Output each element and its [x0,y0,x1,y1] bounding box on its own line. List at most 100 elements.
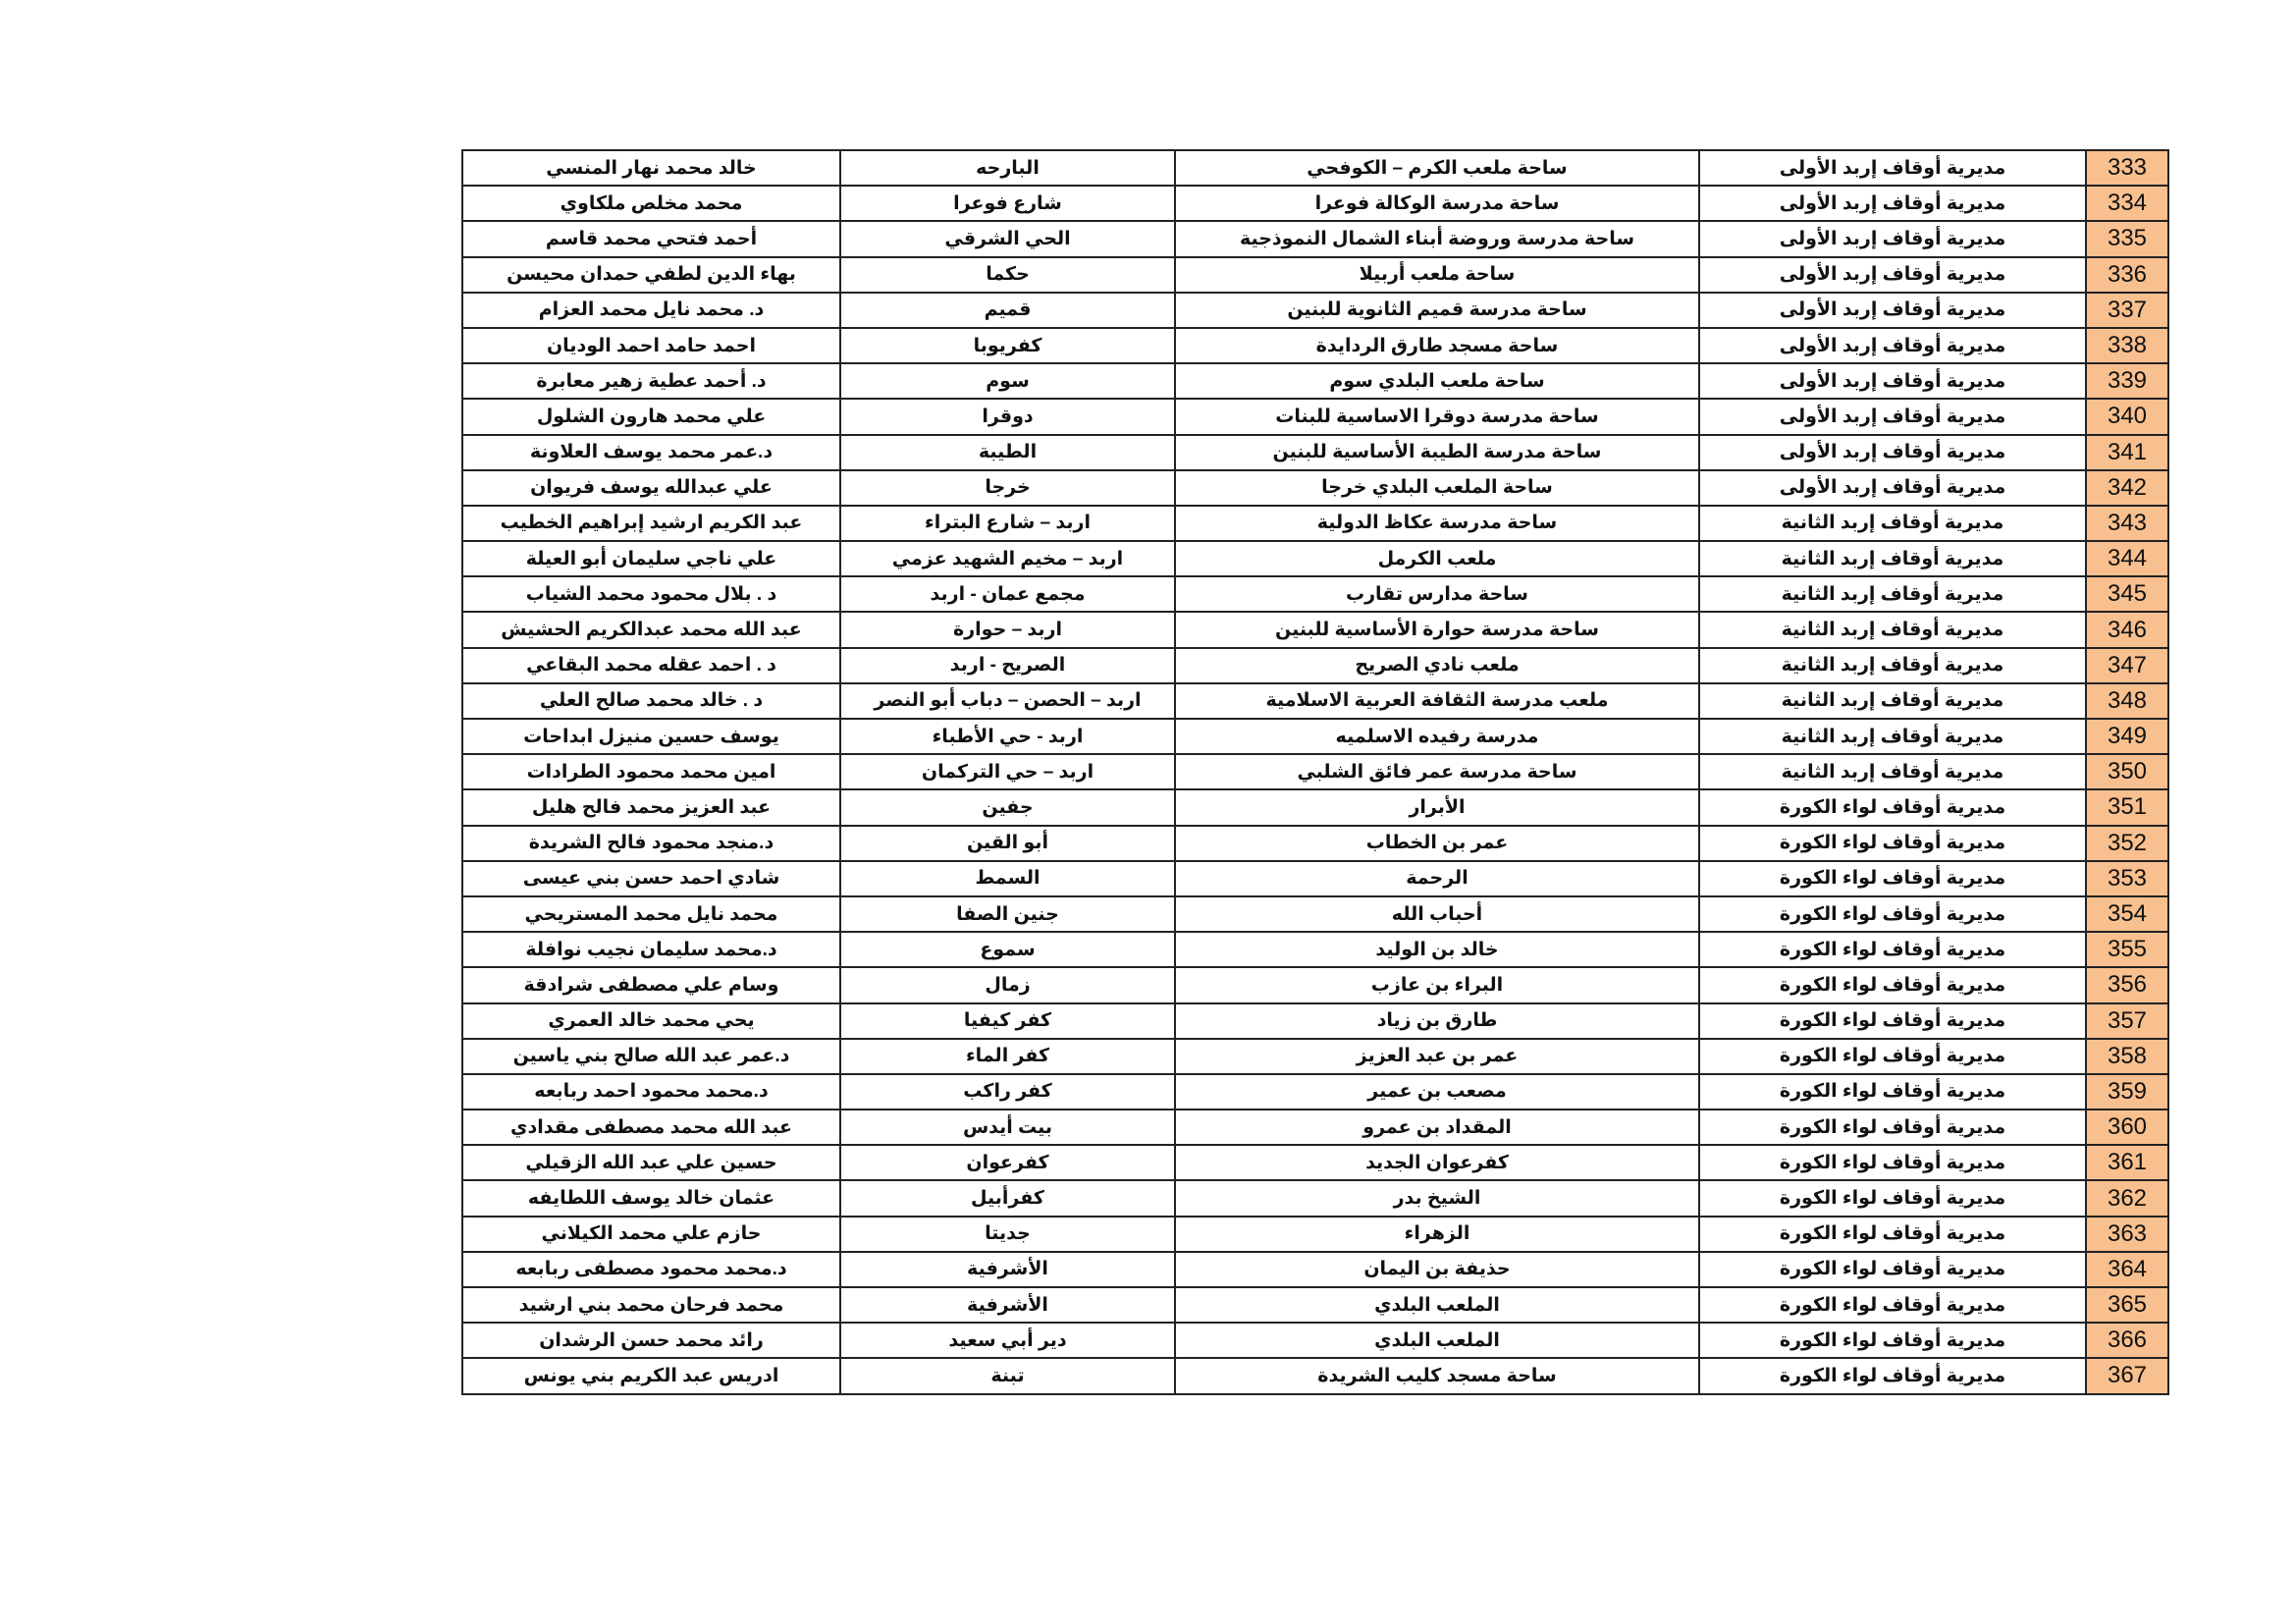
area-cell: اربد – حوارة [839,611,1176,649]
imam-name-cell: محمد فرحان محمد بني ارشيد [461,1285,841,1325]
site-cell: عمر بن عبد العزيز [1174,1037,1700,1075]
table-row: 337 مديرية أوقاف إربد الأولى ساحة مدرسة قم… [461,291,2169,329]
table-row: 359 مديرية أوقاف لواء الكورة مصعب بن عمير ك… [461,1072,2169,1111]
imam-name-cell: أحمد فتحي محمد قاسم [461,220,841,258]
site-cell: ساحة الملعب البلدي خرجا [1174,468,1700,507]
row-number: 345 [2085,575,2169,614]
directorate-cell: مديرية أوقاف لواء الكورة [1698,1001,2087,1040]
row-number: 361 [2085,1144,2169,1182]
imam-name-cell: عبد العزيز محمد فالح هليل [461,788,841,827]
table-row: 343 مديرية أوقاف إربد الثانية ساحة مدرسة ع… [461,504,2169,543]
table-row: 347 مديرية أوقاف إربد الثانية ملعب نادي ال… [461,646,2169,684]
directorate-cell: مديرية أوقاف إربد الثانية [1698,717,2087,756]
table-row: 366 مديرية أوقاف لواء الكورة الملعب البلدي… [461,1322,2169,1360]
site-cell: ساحة مدرسة حوارة الأساسية للبنين [1174,611,1700,649]
imam-name-cell: محمد نايل محمد المستريحي [461,894,841,934]
site-cell: ساحة مدرسة دوقرا الاساسية للبنات [1174,398,1700,436]
area-cell: اربد – مخيم الشهيد عزمي [839,540,1176,578]
directorate-cell: مديرية أوقاف لواء الكورة [1698,1037,2087,1075]
site-cell: الرحمة [1174,859,1700,897]
area-cell: الصريح - اربد [839,646,1176,684]
row-number: 360 [2085,1109,2169,1147]
site-cell: ساحة مسجد طارق الردايدة [1174,326,1700,365]
area-cell: دوقرا [839,398,1176,436]
site-cell: ساحة ملعب الكرم – الكوفحي [1174,148,1700,188]
directorate-cell: مديرية أوقاف لواء الكورة [1698,788,2087,827]
area-cell: قميم [839,291,1176,329]
table-row: 367 مديرية أوقاف لواء الكورة ساحة مسجد كلي… [461,1357,2169,1395]
area-cell: الحي الشرقي [839,220,1176,258]
directorate-cell: مديرية أوقاف إربد الثانية [1698,681,2087,721]
site-cell: الملعب البلدي [1174,1322,1700,1360]
area-cell: شارع فوعرا [839,185,1176,223]
table-row: 351 مديرية أوقاف لواء الكورة الأبرار جفين عب… [461,788,2169,827]
directorate-cell: مديرية أوقاف لواء الكورة [1698,1285,2087,1325]
site-cell: خالد بن الوليد [1174,931,1700,969]
row-number: 350 [2085,753,2169,791]
imam-name-cell: د. محمد نايل محمد العزام [461,291,841,329]
site-cell: ساحة ملعب البلدي سوم [1174,362,1700,401]
site-cell: أحباب الله [1174,894,1700,934]
table-row: 352 مديرية أوقاف لواء الكورة عمر بن الخطاب… [461,824,2169,862]
imam-name-cell: يحي محمد خالد العمري [461,1001,841,1040]
table-row: 354 مديرية أوقاف لواء الكورة أحباب الله جني… [461,894,2169,934]
site-cell: ساحة مدارس تقارب [1174,575,1700,614]
row-number: 363 [2085,1215,2169,1253]
table-row: 349 مديرية أوقاف إربد الثانية مدرسة رفيده … [461,717,2169,756]
directorate-cell: مديرية أوقاف إربد الأولى [1698,185,2087,223]
row-number: 347 [2085,646,2169,684]
imam-name-cell: امين محمد محمود الطرادات [461,753,841,791]
site-cell: ملعب الكرمل [1174,540,1700,578]
site-cell: مصعب بن عمير [1174,1072,1700,1111]
table-row: 364 مديرية أوقاف لواء الكورة حذيفة بن اليم… [461,1250,2169,1289]
site-cell: الزهراء [1174,1215,1700,1253]
site-cell: الشيخ بدر [1174,1179,1700,1218]
table-row: 358 مديرية أوقاف لواء الكورة عمر بن عبد ال… [461,1037,2169,1075]
imam-name-cell: خالد محمد نهار المنسي [461,148,841,188]
row-number: 362 [2085,1179,2169,1218]
directorate-cell: مديرية أوقاف إربد الثانية [1698,575,2087,614]
table-row: 341 مديرية أوقاف إربد الأولى ساحة مدرسة ال… [461,433,2169,471]
directorate-cell: مديرية أوقاف لواء الكورة [1698,1179,2087,1218]
site-cell: ساحة مدرسة قميم الثانوية للبنين [1174,291,1700,329]
directorate-cell: مديرية أوقاف إربد الأولى [1698,291,2087,329]
imam-name-cell: عثمان خالد يوسف اللطايفه [461,1179,841,1218]
row-number: 352 [2085,824,2169,862]
imam-name-cell: عبد الله محمد عبدالكريم الحشيش [461,611,841,649]
table-row: 353 مديرية أوقاف لواء الكورة الرحمة السمط شا… [461,859,2169,897]
table-row: 365 مديرية أوقاف لواء الكورة الملعب البلدي… [461,1285,2169,1325]
table-row: 344 مديرية أوقاف إربد الثانية ملعب الكرمل ا… [461,540,2169,578]
area-cell: اربد – شارع البتراء [839,504,1176,543]
table-row: 334 مديرية أوقاف إربد الأولى ساحة مدرسة ال… [461,185,2169,223]
row-number: 365 [2085,1285,2169,1325]
imam-name-cell: عبد الكريم ارشيد إبراهيم الخطيب [461,504,841,543]
site-cell: مدرسة رفيده الاسلميه [1174,717,1700,756]
imam-name-cell: علي عبدالله يوسف فريوان [461,468,841,507]
row-number: 333 [2085,148,2169,188]
site-cell: ملعب نادي الصريح [1174,646,1700,684]
site-cell: ساحة مدرسة عكاظ الدولية [1174,504,1700,543]
row-number: 349 [2085,717,2169,756]
area-cell: اربد - حي الأطباء [839,717,1176,756]
directorate-cell: مديرية أوقاف لواء الكورة [1698,931,2087,969]
site-cell: ساحة مدرسة الطيبة الأساسية للبنين [1174,433,1700,471]
imam-name-cell: رائد محمد حسن الرشدان [461,1322,841,1360]
directorate-cell: مديرية أوقاف لواء الكورة [1698,824,2087,862]
site-cell: ساحة ملعب أربيلا [1174,255,1700,294]
row-number: 355 [2085,931,2169,969]
site-cell: المقداد بن عمرو [1174,1109,1700,1147]
directorate-cell: مديرية أوقاف إربد الثانية [1698,611,2087,649]
area-cell: اربد – الحصن – دباب أبو النصر [839,681,1176,721]
row-number: 356 [2085,966,2169,1004]
area-cell: جنين الصفا [839,894,1176,934]
row-number: 353 [2085,859,2169,897]
imam-name-cell: علي محمد هارون الشلول [461,398,841,436]
imam-name-cell: د.عمر محمد يوسف العلاونة [461,433,841,471]
area-cell: أبو القين [839,824,1176,862]
row-number: 334 [2085,185,2169,223]
imam-name-cell: د.محمد سليمان نجيب نوافلة [461,931,841,969]
area-cell: كفر الماء [839,1037,1176,1075]
site-cell: ساحة مسجد كليب الشريدة [1174,1357,1700,1395]
imam-name-cell: د.محمد محمود مصطفى ربابعه [461,1250,841,1289]
row-number: 344 [2085,540,2169,578]
